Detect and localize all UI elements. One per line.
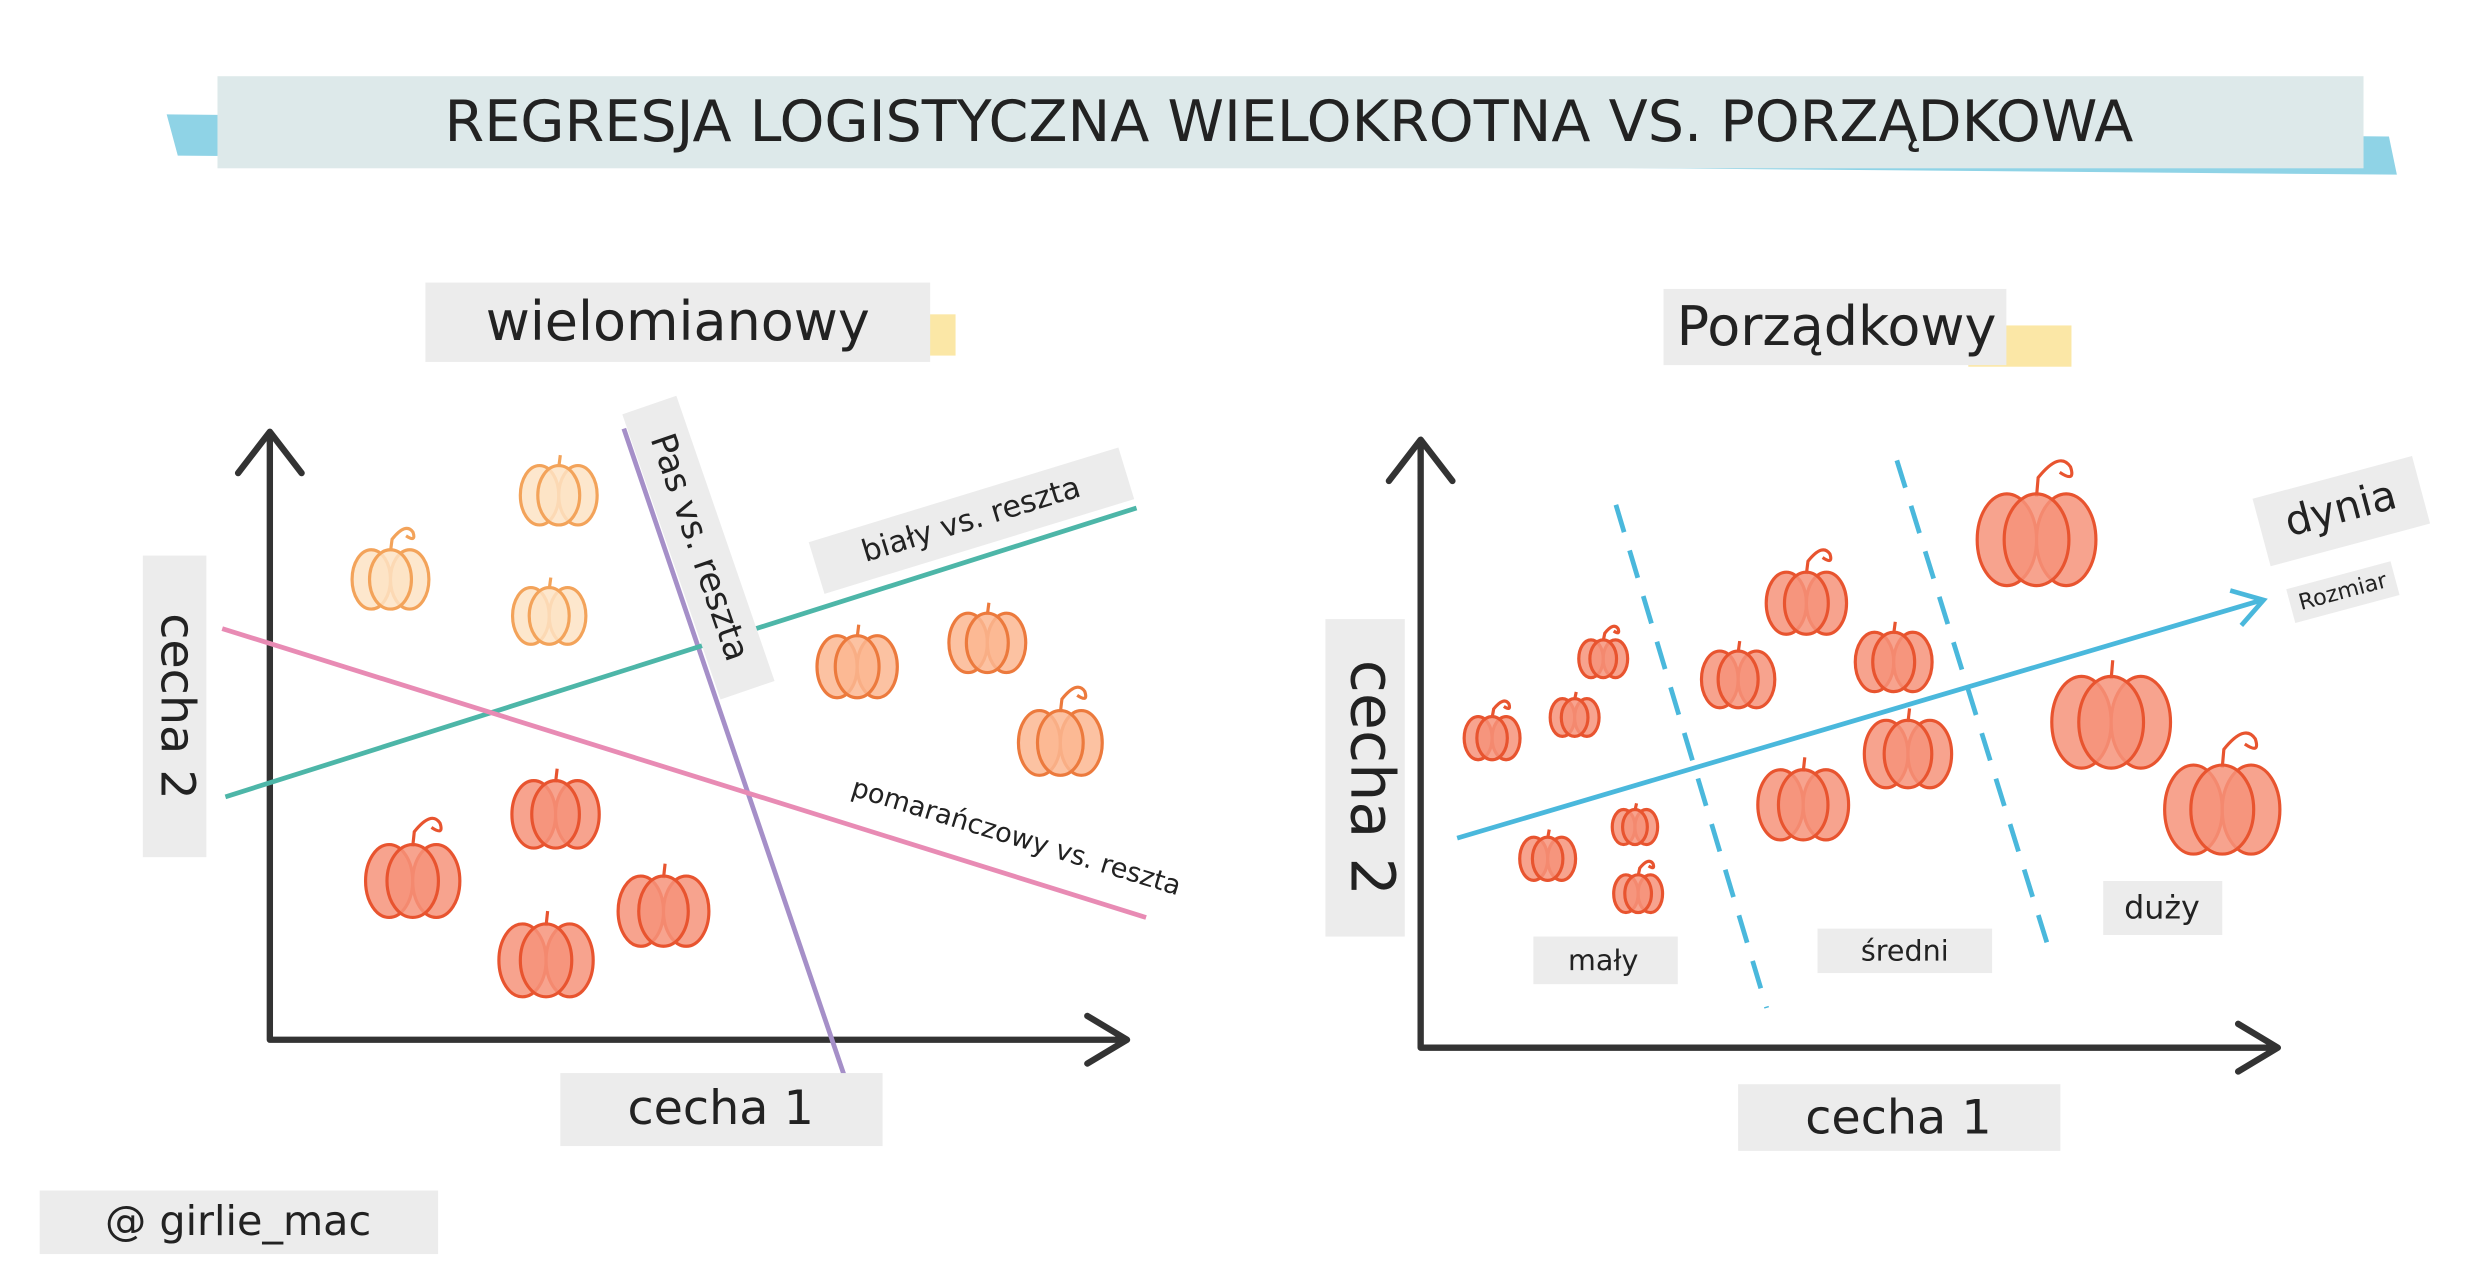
pumpkin-lobe (1882, 718, 1934, 790)
line-label-group: pomarańczowy vs. reszta (848, 772, 1185, 902)
label-box (1738, 1084, 2061, 1151)
pumpkin-lobe (527, 585, 571, 646)
pumpkin (616, 863, 711, 948)
arrow-label-group: Rozmiar (2286, 561, 2400, 623)
pumpkin (1016, 685, 1104, 777)
pumpkin (518, 454, 599, 527)
pumpkin-lobe (367, 548, 414, 611)
pumpkin (815, 624, 899, 700)
pumpkin-lobe (1782, 570, 1830, 636)
pumpkin-lobe (1559, 697, 1590, 738)
pumpkin (1756, 757, 1851, 842)
pumpkin-stem (1636, 859, 1656, 877)
pumpkin (1548, 691, 1601, 738)
pumpkin (1518, 829, 1578, 882)
pumpkin-lobe (1623, 873, 1654, 915)
pumpkin-lobe (1620, 807, 1649, 847)
credit: @ girlie_mac (105, 1197, 371, 1245)
heading-box (1663, 288, 2007, 366)
heading: Porządkowy (1677, 295, 1997, 358)
x-axis-label: cecha 1 (627, 1081, 813, 1136)
label-box (622, 395, 775, 700)
pumpkin (1862, 708, 1954, 790)
pumpkin-lobe (1871, 630, 1917, 694)
pumpkins (350, 454, 2282, 999)
pumpkin-stem (1601, 624, 1621, 642)
pumpkin-lobe (637, 874, 690, 948)
title: REGRESJA LOGISTYCZNA WIELOKROTNA VS. POR… (445, 89, 2134, 155)
label-box (1325, 619, 1405, 937)
label-box (560, 1073, 883, 1147)
boundary-line (221, 626, 1147, 920)
line-label: pomarańczowy vs. reszta (848, 772, 1185, 902)
title-box (217, 76, 2364, 169)
credit-box (39, 1190, 439, 1255)
label-box (142, 555, 207, 858)
pumpkin-lobe (1716, 649, 1760, 710)
pumpkin (350, 526, 431, 611)
pumpkin (1853, 621, 1934, 694)
pumpkin-stem (411, 816, 443, 847)
size-arrow (1456, 588, 2268, 841)
pumpkin (1610, 802, 1660, 847)
pumpkin-stem (1490, 699, 1512, 719)
pumpkin-stem (2220, 731, 2259, 768)
pumpkin (1699, 640, 1777, 710)
pumpkin-lobe (1475, 714, 1509, 762)
axes (234, 428, 1131, 1067)
axes (1385, 436, 2281, 1075)
pumpkin (1975, 459, 2098, 588)
y-axis-label: cecha 2 (150, 613, 205, 799)
pumpkin-lobe (2077, 674, 2146, 770)
threshold-line (1613, 504, 1769, 1009)
pumpkin-lobe (2189, 763, 2256, 856)
pumpkin-lobe (964, 611, 1010, 675)
x-axis-label: cecha 1 (1805, 1091, 1991, 1146)
class-label: duży (2124, 891, 2200, 927)
label-box (2252, 456, 2431, 567)
pumpkin (2050, 660, 2173, 770)
pumpkin (510, 768, 601, 850)
label-box (2103, 881, 2223, 935)
pumpkin-stem (388, 526, 416, 552)
pumpkin (363, 816, 462, 920)
pumpkin-stem (2034, 459, 2074, 497)
pumpkin-stem (1804, 548, 1833, 575)
pumpkin-lobe (1035, 708, 1085, 777)
class-label: średni (1861, 933, 1949, 967)
y-axis-label: cecha 2 (1337, 660, 1407, 896)
pumpkin-stem (1058, 685, 1088, 713)
pumpkin-lobe (1588, 638, 1619, 680)
boundary-line (224, 505, 1138, 800)
boundary-line (621, 427, 847, 1078)
label-box (1817, 928, 1993, 974)
pumpkin (1462, 699, 1522, 762)
line-label-group: biały vs. reszta (808, 447, 1135, 594)
pumpkin-lobe (1530, 835, 1565, 882)
label-box (2286, 561, 2400, 623)
pumpkin-lobe (2002, 492, 2071, 588)
label-box (1533, 936, 1678, 985)
pumpkin (947, 602, 1028, 675)
pumpkin-lobe (385, 842, 441, 920)
pumpkin-lobe (833, 634, 881, 700)
pumpkin (510, 577, 588, 646)
pumpkin-lobe (1776, 768, 1830, 842)
arrow-label-group: dynia (2252, 456, 2431, 567)
pumpkin-lobe (518, 922, 574, 999)
pumpkin (1577, 624, 1630, 680)
pumpkin (2163, 731, 2282, 856)
pumpkin (497, 910, 595, 999)
heading-box (425, 282, 931, 362)
class-label: mały (1568, 943, 1638, 977)
label-box (808, 447, 1135, 594)
pumpkin-lobe (530, 779, 581, 850)
pumpkin-lobe (536, 464, 582, 527)
threshold-line (1894, 459, 2055, 962)
pumpkin (1612, 859, 1665, 915)
heading: wielomianowy (486, 290, 870, 353)
pumpkin (1764, 548, 1849, 636)
